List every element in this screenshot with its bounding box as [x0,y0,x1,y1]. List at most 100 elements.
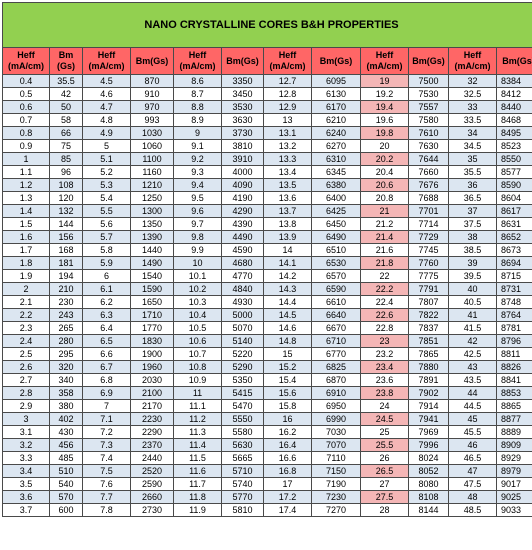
heff-cell: 22.6 [360,308,409,322]
heff-cell: 16.6 [263,451,312,465]
bm-cell: 6425 [311,204,361,218]
bm-cell: 6990 [311,412,361,426]
bm-cell: 3810 [221,139,264,153]
bm-cell: 2440 [130,451,174,465]
table-row: 1.3 120 5.4 1250 9.5 4190 13.6 6400 20.8 7688 36.5… [2,191,532,205]
heff-cell: 6.7 [82,360,131,374]
heff-cell: 13.4 [263,165,312,179]
heff-cell: 9.3 [173,165,222,179]
table-row: 2.7 340 6.8 2030 10.9 5350 15.4 6870 23.6 7891 43.… [2,373,532,387]
bm-cell: 8523 [495,139,532,153]
heff-cell: 6.3 [82,308,131,322]
heff-cell: 10.2 [173,282,222,296]
heff-cell: 3.4 [2,464,50,478]
table-body: 0.4 35.5 4.5 870 8.6 3350 12.7 6095 19 7500 32 8384… [2,74,532,517]
heff-cell: 14.2 [263,269,312,283]
heff-cell: 11.2 [173,412,222,426]
bm-cell: 1540 [130,269,174,283]
heff-cell: 8.8 [173,100,222,114]
bm-cell: 7580 [408,113,449,127]
heff-cell: 3.2 [2,438,50,452]
column-header: Bm (Gs) [49,47,83,75]
heff-cell: 17.2 [263,490,312,504]
bm-cell: 7775 [408,269,449,283]
column-header: Bm(Gs) [311,47,361,75]
column-header: Heff (mA/cm) [82,47,131,75]
bm-cell: 2290 [130,425,174,439]
bm-cell: 2730 [130,503,174,517]
heff-cell: 42 [448,334,497,348]
heff-cell: 6.2 [82,295,131,309]
heff-cell: 16.8 [263,464,312,478]
heff-cell: 47.5 [448,477,497,491]
heff-cell: 36.5 [448,191,497,205]
bm-cell: 430 [49,425,83,439]
table-row: 0.6 50 4.7 970 8.8 3530 12.9 6170 19.4 7557 33 8440 [2,100,532,114]
heff-cell: 39 [448,256,497,270]
bm-cell: 4090 [221,178,264,192]
bm-cell: 8440 [495,100,532,114]
bm-cell: 1350 [130,217,174,231]
heff-cell: 22.2 [360,282,409,296]
bm-cell: 1900 [130,347,174,361]
table-row: 2.2 243 6.3 1710 10.4 5000 14.5 6640 22.6 7822 41 8… [2,308,532,322]
heff-cell: 5 [82,139,131,153]
heff-cell: 9.4 [173,178,222,192]
bm-cell: 6210 [311,113,361,127]
bm-cell: 7230 [311,490,361,504]
heff-cell: 4.6 [82,87,131,101]
bm-cell: 4770 [221,269,264,283]
table-row: 2 210 6.1 1590 10.2 4840 14.3 6590 22.2 7791 40 873… [2,282,532,296]
heff-cell: 1.5 [2,217,50,231]
heff-cell: 38.5 [448,243,497,257]
heff-cell: 33 [448,100,497,114]
heff-cell: 24 [360,399,409,413]
bm-cell: 7030 [311,425,361,439]
bm-cell: 358 [49,386,83,400]
bm-cell: 1440 [130,243,174,257]
bm-cell: 5470 [221,399,264,413]
heff-cell: 44 [448,386,497,400]
bm-cell: 4290 [221,204,264,218]
table-row: 1.2 108 5.3 1210 9.4 4090 13.5 6380 20.6 7676 36 85… [2,178,532,192]
heff-cell: 10.7 [173,347,222,361]
bm-cell: 9033 [495,503,532,517]
heff-cell: 27 [360,477,409,491]
bm-cell: 6310 [311,152,361,166]
heff-cell: 14.6 [263,321,312,335]
heff-cell: 1.4 [2,204,50,218]
heff-cell: 15.6 [263,386,312,400]
heff-cell: 21.6 [360,243,409,257]
bm-cell: 7837 [408,321,449,335]
bm-cell: 6490 [311,230,361,244]
bm-cell: 5070 [221,321,264,335]
heff-cell: 6.1 [82,282,131,296]
bm-cell: 2520 [130,464,174,478]
heff-cell: 6.9 [82,386,131,400]
heff-cell: 1.3 [2,191,50,205]
bm-cell: 1100 [130,152,174,166]
heff-cell: 26.5 [360,464,409,478]
bm-cell: 7110 [311,451,361,465]
bm-cell: 42 [49,87,83,101]
bm-cell: 5290 [221,360,264,374]
heff-cell: 11.1 [173,399,222,413]
bm-cell: 8865 [495,399,532,413]
heff-cell: 37 [448,204,497,218]
bm-cell: 7644 [408,152,449,166]
bm-cell: 7891 [408,373,449,387]
heff-cell: 10 [173,256,222,270]
bm-cell: 8024 [408,451,449,465]
heff-cell: 0.8 [2,126,50,140]
heff-cell: 33.5 [448,113,497,127]
bm-cell: 9017 [495,477,532,491]
bm-cell: 85 [49,152,83,166]
heff-cell: 7.7 [82,490,131,504]
bm-cell: 8384 [495,74,532,88]
bm-cell: 8617 [495,204,532,218]
bm-cell: 2030 [130,373,174,387]
table-row: 1 85 5.1 1100 9.2 3910 13.3 6310 20.2 7644 35 8550 [2,152,532,166]
heff-cell: 14.4 [263,295,312,309]
heff-cell: 21.8 [360,256,409,270]
heff-cell: 6.8 [82,373,131,387]
